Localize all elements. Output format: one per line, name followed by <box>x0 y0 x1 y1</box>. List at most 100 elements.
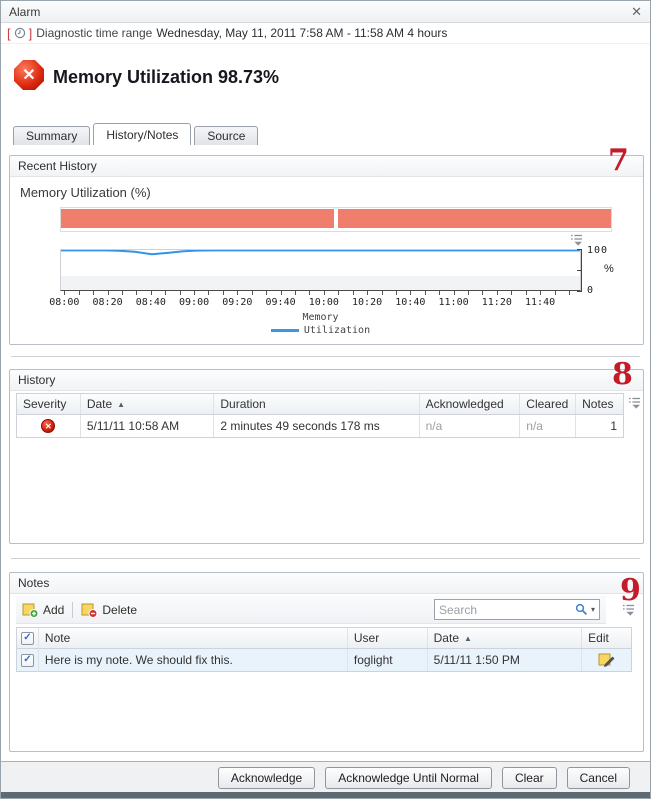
x-axis-label: 10:20 <box>352 297 383 308</box>
close-icon[interactable]: ✕ <box>631 4 642 19</box>
cancel-button[interactable]: Cancel <box>566 767 630 789</box>
col-acknowledged[interactable]: Acknowledged <box>420 394 521 414</box>
tab-summary[interactable]: Summary <box>13 126 91 145</box>
x-axis-tick <box>424 291 426 295</box>
col-date[interactable]: Date ▲ <box>81 394 215 414</box>
dialog-title: Alarm <box>9 4 41 19</box>
x-axis-label: 11:40 <box>525 297 556 308</box>
x-axis-tick <box>280 291 282 295</box>
note-checkbox[interactable]: ✓ <box>20 653 34 667</box>
alarm-x-glyph: ✕ <box>22 67 36 84</box>
x-axis-labels: 08:00 08:20 08:40 09:00 09:20 09:40 10:00 10:20… <box>49 297 581 309</box>
acknowledged-cell: n/a <box>420 415 521 437</box>
notes-toolbar: Add Delete ▾ <box>16 596 606 624</box>
edit-note-icon[interactable] <box>598 652 615 668</box>
legend-group-label: Memory <box>302 312 339 323</box>
chart-customizer-icon[interactable] <box>570 233 583 246</box>
chart-legend: Memory Utilization <box>60 312 581 336</box>
x-axis-tick <box>64 291 66 295</box>
col-duration[interactable]: Duration <box>214 394 420 414</box>
search-input[interactable] <box>439 602 572 617</box>
tab-source[interactable]: Source <box>194 126 259 145</box>
x-axis-tick <box>381 291 383 295</box>
sort-asc-icon: ▲ <box>117 399 126 409</box>
x-axis-label: 08:40 <box>135 297 166 308</box>
search-options-caret-icon[interactable]: ▾ <box>590 605 595 614</box>
toolbar-separator <box>72 601 74 618</box>
notes-title: Notes <box>18 576 50 590</box>
col-date-label: Date <box>86 397 113 411</box>
clear-button[interactable]: Clear <box>501 767 557 789</box>
x-axis-label: 08:00 <box>49 297 80 308</box>
x-axis-label: 08:20 <box>92 297 123 308</box>
x-axis-tick <box>251 291 253 295</box>
add-note-label: Add <box>43 602 65 617</box>
utilization-line-svg <box>61 250 580 256</box>
history-table-header: Severity Date ▲ Duration Acknowledged Cl… <box>17 394 623 415</box>
chart-title: Memory Utilization (%) <box>20 185 151 200</box>
x-axis-tick <box>482 291 484 295</box>
y-axis-min-label: 0 <box>587 285 595 296</box>
delete-note-button[interactable]: Delete <box>81 602 137 618</box>
alarm-severity-bar[interactable] <box>60 207 612 232</box>
notes-table-header: ✓ Note User Date ▲ Edit <box>17 628 631 649</box>
x-axis-tick <box>208 291 210 295</box>
x-axis-tick <box>323 291 325 295</box>
note-text-cell: Here is my note. We should fix this. <box>39 649 348 671</box>
notes-table: ✓ Note User Date ▲ Edit ✓ <box>16 627 632 672</box>
col-note[interactable]: Note <box>39 628 348 648</box>
acknowledge-until-normal-button[interactable]: Acknowledge Until Normal <box>325 767 492 789</box>
x-axis-label: 09:00 <box>179 297 210 308</box>
x-axis-tick <box>496 291 498 295</box>
y-axis-tick <box>577 291 582 292</box>
footer: Acknowledge Acknowledge Until Normal Cle… <box>1 762 650 794</box>
history-table-row[interactable]: ✕ 5/11/11 10:58 AM 2 minutes 49 seconds … <box>17 415 623 437</box>
col-user[interactable]: User <box>348 628 428 648</box>
alarm-band-segment <box>337 209 611 228</box>
recent-history-header: Recent History <box>10 156 643 177</box>
x-axis-tick <box>309 291 311 295</box>
legend-series-label: Utilization <box>303 325 371 336</box>
cleared-cell: n/a <box>520 415 577 437</box>
x-axis-label: 10:00 <box>308 297 339 308</box>
x-axis-label: 11:20 <box>481 297 512 308</box>
date-cell: 5/11/11 10:58 AM <box>81 415 215 437</box>
col-edit[interactable]: Edit <box>588 631 609 645</box>
x-axis-label: 09:40 <box>265 297 296 308</box>
note-user-cell: foglight <box>348 649 428 671</box>
x-axis-tick <box>179 291 181 295</box>
notes-table-row[interactable]: ✓ Here is my note. We should fix this. f… <box>17 649 631 671</box>
note-edit-cell <box>582 649 631 671</box>
col-severity[interactable]: Severity <box>17 394 81 414</box>
alarm-title: Memory Utilization 98.73% <box>53 67 280 87</box>
select-all-cell: ✓ <box>17 628 39 648</box>
add-note-button[interactable]: Add <box>22 602 64 618</box>
diagnostic-label: Diagnostic time range <box>36 26 153 40</box>
y-axis-tick <box>577 270 582 271</box>
acknowledge-button[interactable]: Acknowledge <box>217 767 316 789</box>
note-select-cell: ✓ <box>17 649 39 671</box>
add-note-icon <box>22 603 39 618</box>
y-axis-max-label: 100 <box>587 245 609 256</box>
col-notes[interactable]: Notes <box>582 397 614 411</box>
x-axis-tick <box>468 291 469 295</box>
tab-history-notes[interactable]: History/Notes <box>93 123 192 145</box>
search-icon[interactable] <box>575 603 588 616</box>
x-axis-label: 10:40 <box>395 297 426 308</box>
tab-strip: Summary History/Notes Source <box>13 123 259 145</box>
x-axis-tick <box>237 291 239 295</box>
select-all-checkbox[interactable]: ✓ <box>20 631 34 645</box>
col-cleared[interactable]: Cleared <box>520 394 577 414</box>
notes-panel: Notes Add <box>9 572 644 752</box>
diagnostic-value: Wednesday, May 11, 2011 7:58 AM - 11:58 … <box>156 26 448 40</box>
x-axis-tick <box>78 291 80 295</box>
col-note-date[interactable]: Date ▲ <box>428 628 583 648</box>
chart-plot[interactable] <box>60 249 581 291</box>
footer-separator <box>1 761 650 762</box>
check-glyph: ✓ <box>23 654 32 665</box>
notes-customizer-icon[interactable] <box>622 603 635 616</box>
history-customizer-icon[interactable] <box>628 396 641 409</box>
time-range-bracket-right: ] <box>28 25 33 41</box>
history-header: History <box>10 370 643 391</box>
x-axis-tick <box>511 291 513 295</box>
